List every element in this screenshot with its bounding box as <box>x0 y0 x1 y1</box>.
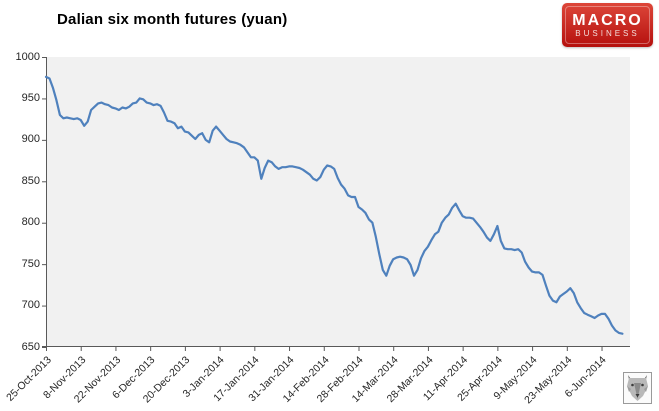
macrobusiness-logo: MACRO BUSINESS <box>562 3 653 47</box>
y-tick-label: 950 <box>21 91 40 104</box>
y-tick-label: 900 <box>21 133 40 146</box>
wolf-icon <box>627 375 648 401</box>
y-tick-label: 1000 <box>15 50 40 63</box>
page-title: Dalian six month futures (yuan) <box>57 11 288 28</box>
y-tick-label: 750 <box>21 257 40 270</box>
y-tick-label: 800 <box>21 216 40 229</box>
logo-text-macro: MACRO <box>572 11 643 29</box>
futures-line-chart <box>42 57 630 351</box>
logo-text-business: BUSINESS <box>575 28 640 38</box>
y-tick-label: 650 <box>21 340 40 353</box>
y-tick-label: 850 <box>21 174 40 187</box>
y-tick-label: 700 <box>21 299 40 312</box>
plot-area <box>42 57 630 351</box>
macrobusiness-logo-frame: MACRO BUSINESS <box>565 6 650 44</box>
wolf-logo-mark <box>623 372 652 404</box>
